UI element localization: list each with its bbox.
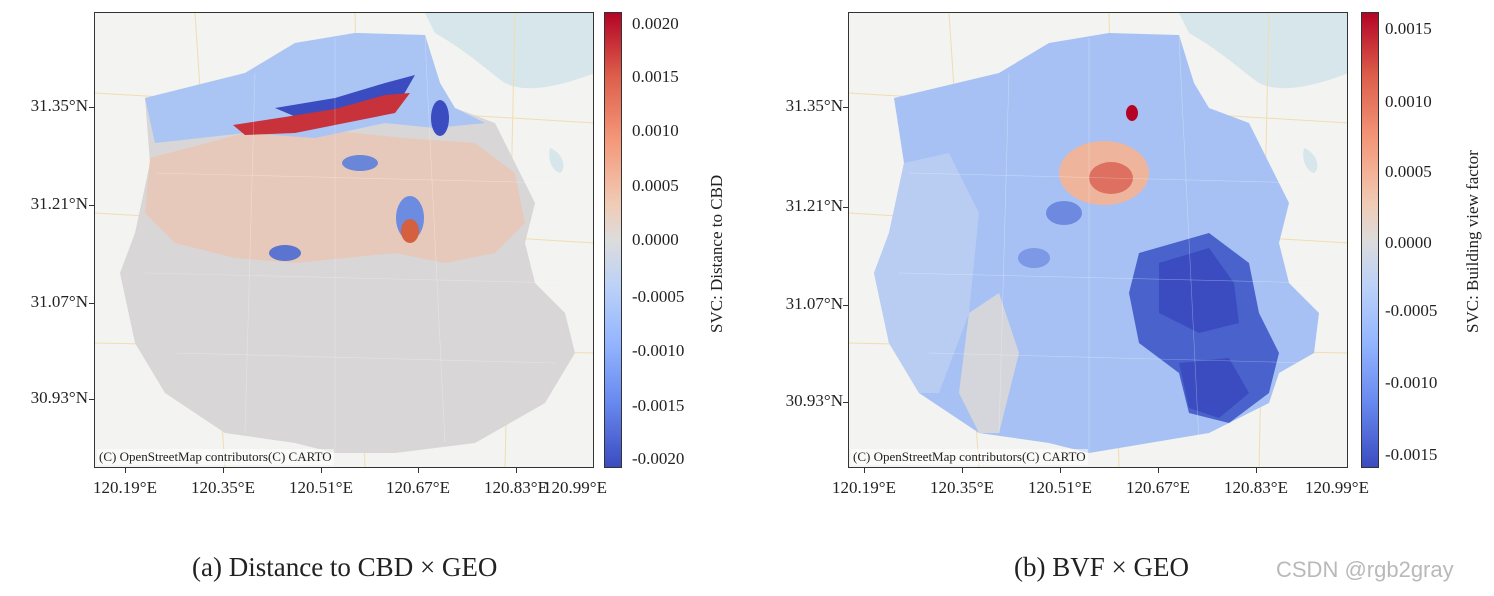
panel-caption: (b) BVF × GEO — [1014, 552, 1189, 582]
map-panel-distance-cbd: (C) OpenStreetMap contributors(C) CARTO … — [0, 0, 747, 540]
spot-negative — [269, 245, 301, 261]
colorbar-label: SVC: Building view factor — [1463, 150, 1482, 333]
x-tick-mark — [1256, 468, 1257, 473]
lake-water — [549, 148, 564, 173]
y-tick-label: 31.21°N — [30, 194, 88, 213]
x-tick-label: 120.35°E — [930, 478, 994, 497]
region-strong-positive — [233, 93, 410, 135]
colorbar-tick-label: 0.0010 — [632, 121, 679, 140]
colorbar-tick-label: -0.0015 — [1385, 445, 1438, 464]
spot-negative — [1018, 248, 1050, 268]
lake-water — [1303, 148, 1318, 173]
x-tick-mark — [962, 468, 963, 473]
spot-negative — [342, 155, 378, 171]
x-tick-label: 120.83°E — [1224, 478, 1288, 497]
y-tick-mark — [89, 205, 94, 206]
colorbar-tick-label: 0.0015 — [632, 67, 679, 86]
colorbar-tick-label: 0.0005 — [1385, 162, 1432, 181]
x-tick-mark — [1158, 468, 1159, 473]
y-tick-label: 31.07°N — [785, 294, 843, 313]
x-tick-mark — [516, 468, 517, 473]
region-strongest-negative — [1159, 248, 1239, 333]
colorbar-tick-label: -0.0010 — [1385, 373, 1438, 392]
watermark: CSDN @rgb2gray — [1276, 557, 1454, 582]
y-tick-mark — [843, 305, 848, 306]
colorbar — [1361, 12, 1379, 468]
spot-negative — [1046, 201, 1082, 225]
river-water — [1179, 13, 1347, 89]
x-tick-mark — [321, 468, 322, 473]
map-panel-building-view-factor: (C) OpenStreetMap contributors(C) CARTO … — [755, 0, 1494, 540]
region-west — [874, 153, 979, 393]
x-tick-label: 120.67°E — [386, 478, 450, 497]
spot-negative — [431, 100, 449, 136]
y-tick-label: 30.93°N — [785, 391, 843, 410]
region-strongest-negative — [1179, 358, 1249, 418]
spot-positive — [1126, 105, 1138, 121]
colorbar-tick-label: -0.0020 — [632, 449, 685, 468]
x-tick-label: 120.83°E — [484, 478, 548, 497]
y-tick-mark — [843, 207, 848, 208]
spot-positive — [401, 219, 419, 243]
y-tick-mark — [843, 107, 848, 108]
polygon-boundaries — [144, 37, 566, 453]
choropleth-map — [95, 13, 593, 467]
y-tick-label: 31.35°N — [785, 96, 843, 115]
colorbar-tick-label: -0.0015 — [632, 396, 685, 415]
x-tick-mark — [418, 468, 419, 473]
polygon-boundaries — [898, 37, 1320, 453]
x-tick-label: 120.51°E — [289, 478, 353, 497]
y-tick-label: 31.07°N — [30, 292, 88, 311]
region-strong-negative — [275, 75, 415, 125]
map-attribution: (C) OpenStreetMap contributors(C) CARTO — [851, 449, 1088, 465]
choropleth-map — [849, 13, 1347, 467]
colorbar-tick-label: -0.0005 — [1385, 301, 1438, 320]
x-tick-mark — [864, 468, 865, 473]
x-tick-label: 120.99°E — [543, 478, 607, 497]
region-positive-band — [145, 131, 525, 263]
colorbar-tick-label: 0.0020 — [632, 14, 679, 33]
colorbar-label: SVC: Distance to CBD — [707, 174, 726, 333]
x-tick-mark — [125, 468, 126, 473]
y-tick-mark — [843, 402, 848, 403]
y-tick-label: 31.21°N — [785, 196, 843, 215]
map-attribution: (C) OpenStreetMap contributors(C) CARTO — [97, 449, 334, 465]
colorbar-tick-label: -0.0005 — [632, 287, 685, 306]
y-tick-mark — [89, 107, 94, 108]
colorbar-tick-label: 0.0000 — [632, 230, 679, 249]
x-tick-label: 120.67°E — [1126, 478, 1190, 497]
x-tick-label: 120.19°E — [832, 478, 896, 497]
x-tick-mark — [1060, 468, 1061, 473]
colorbar-tick-label: 0.0015 — [1385, 19, 1432, 38]
map-area: (C) OpenStreetMap contributors(C) CARTO — [848, 12, 1348, 468]
map-area: (C) OpenStreetMap contributors(C) CARTO — [94, 12, 594, 468]
x-tick-mark — [223, 468, 224, 473]
colorbar-tick-label: 0.0010 — [1385, 92, 1432, 111]
y-tick-mark — [89, 399, 94, 400]
region-strong-positive — [1089, 162, 1133, 194]
region-negative-north — [145, 33, 485, 143]
x-tick-label: 120.35°E — [191, 478, 255, 497]
colorbar-tick-label: -0.0010 — [632, 341, 685, 360]
colorbar-tick-label: 0.0000 — [1385, 233, 1432, 252]
y-tick-label: 30.93°N — [30, 388, 88, 407]
river-water — [425, 13, 593, 89]
colorbar-tick-label: 0.0005 — [632, 176, 679, 195]
region-neutral — [959, 293, 1019, 433]
colorbar — [604, 12, 622, 468]
x-tick-label: 120.99°E — [1305, 478, 1369, 497]
x-tick-label: 120.51°E — [1028, 478, 1092, 497]
x-tick-label: 120.19°E — [93, 478, 157, 497]
y-tick-mark — [89, 303, 94, 304]
panel-caption: (a) Distance to CBD × GEO — [192, 552, 498, 582]
y-tick-label: 31.35°N — [30, 96, 88, 115]
